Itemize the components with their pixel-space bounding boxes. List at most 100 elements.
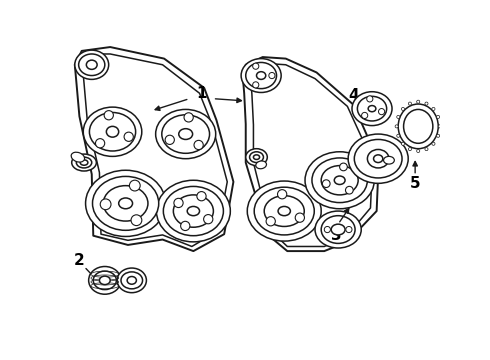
Circle shape bbox=[184, 113, 193, 122]
Circle shape bbox=[253, 82, 259, 88]
Circle shape bbox=[438, 125, 441, 128]
Ellipse shape bbox=[315, 211, 361, 248]
Circle shape bbox=[437, 134, 440, 137]
Ellipse shape bbox=[89, 112, 136, 151]
Ellipse shape bbox=[72, 154, 97, 171]
Ellipse shape bbox=[76, 157, 92, 168]
Circle shape bbox=[346, 226, 352, 233]
Circle shape bbox=[409, 102, 412, 105]
Circle shape bbox=[204, 215, 213, 224]
Circle shape bbox=[432, 107, 435, 111]
Ellipse shape bbox=[357, 96, 387, 121]
Ellipse shape bbox=[173, 195, 214, 227]
Ellipse shape bbox=[78, 54, 105, 76]
Ellipse shape bbox=[331, 224, 345, 235]
Ellipse shape bbox=[89, 266, 121, 294]
Circle shape bbox=[277, 190, 287, 199]
Ellipse shape bbox=[305, 152, 374, 209]
Circle shape bbox=[409, 148, 412, 151]
Circle shape bbox=[165, 135, 174, 144]
Ellipse shape bbox=[83, 107, 142, 156]
Ellipse shape bbox=[241, 59, 281, 93]
Ellipse shape bbox=[246, 62, 276, 89]
Ellipse shape bbox=[354, 139, 402, 178]
Circle shape bbox=[124, 132, 133, 141]
Ellipse shape bbox=[348, 134, 408, 183]
Circle shape bbox=[100, 199, 111, 210]
Circle shape bbox=[397, 134, 400, 137]
Ellipse shape bbox=[373, 155, 383, 163]
Circle shape bbox=[345, 186, 353, 194]
Ellipse shape bbox=[119, 198, 132, 209]
Ellipse shape bbox=[368, 149, 389, 168]
Ellipse shape bbox=[334, 176, 345, 184]
Ellipse shape bbox=[254, 187, 314, 235]
Ellipse shape bbox=[99, 276, 110, 285]
Circle shape bbox=[378, 108, 385, 115]
Text: 5: 5 bbox=[410, 176, 420, 191]
Ellipse shape bbox=[264, 195, 304, 226]
Circle shape bbox=[362, 112, 368, 118]
Circle shape bbox=[397, 116, 400, 118]
Circle shape bbox=[432, 142, 435, 145]
Ellipse shape bbox=[256, 161, 267, 169]
Ellipse shape bbox=[257, 72, 266, 80]
Circle shape bbox=[266, 217, 275, 226]
Ellipse shape bbox=[106, 126, 119, 137]
Text: 1: 1 bbox=[196, 86, 206, 101]
Circle shape bbox=[401, 142, 405, 145]
Circle shape bbox=[416, 149, 420, 153]
Circle shape bbox=[322, 180, 330, 188]
Ellipse shape bbox=[121, 272, 143, 289]
Circle shape bbox=[416, 100, 420, 103]
Text: 2: 2 bbox=[74, 253, 85, 268]
Circle shape bbox=[425, 102, 428, 105]
Ellipse shape bbox=[103, 186, 148, 221]
Ellipse shape bbox=[312, 158, 368, 203]
Circle shape bbox=[96, 139, 105, 148]
Ellipse shape bbox=[352, 92, 392, 126]
Ellipse shape bbox=[117, 268, 147, 293]
Circle shape bbox=[425, 148, 428, 151]
Ellipse shape bbox=[384, 156, 394, 164]
Ellipse shape bbox=[247, 181, 321, 241]
Ellipse shape bbox=[71, 152, 85, 162]
Circle shape bbox=[174, 198, 183, 208]
Ellipse shape bbox=[404, 109, 433, 143]
Circle shape bbox=[194, 140, 203, 150]
Ellipse shape bbox=[321, 216, 355, 243]
Ellipse shape bbox=[162, 115, 210, 153]
Ellipse shape bbox=[368, 105, 376, 112]
Ellipse shape bbox=[156, 109, 216, 159]
Ellipse shape bbox=[75, 50, 109, 80]
Circle shape bbox=[269, 72, 275, 78]
Ellipse shape bbox=[245, 149, 268, 166]
Ellipse shape bbox=[321, 166, 358, 195]
Ellipse shape bbox=[93, 271, 117, 289]
Text: 3: 3 bbox=[331, 228, 341, 243]
Ellipse shape bbox=[253, 155, 260, 159]
Circle shape bbox=[437, 116, 440, 118]
Ellipse shape bbox=[86, 60, 97, 69]
Circle shape bbox=[253, 63, 259, 69]
Ellipse shape bbox=[93, 176, 159, 230]
Circle shape bbox=[197, 192, 206, 201]
Circle shape bbox=[367, 96, 373, 102]
Ellipse shape bbox=[86, 170, 166, 237]
Ellipse shape bbox=[249, 152, 264, 163]
Text: 4: 4 bbox=[348, 88, 359, 103]
Ellipse shape bbox=[179, 129, 193, 139]
Circle shape bbox=[295, 213, 304, 222]
Circle shape bbox=[131, 215, 142, 226]
Ellipse shape bbox=[127, 276, 136, 284]
Circle shape bbox=[324, 226, 330, 233]
Ellipse shape bbox=[156, 180, 230, 242]
Circle shape bbox=[340, 163, 347, 171]
Circle shape bbox=[104, 111, 113, 120]
Circle shape bbox=[181, 221, 190, 230]
Circle shape bbox=[401, 107, 405, 111]
Ellipse shape bbox=[187, 206, 199, 216]
Ellipse shape bbox=[398, 104, 438, 149]
Ellipse shape bbox=[163, 186, 223, 236]
Circle shape bbox=[395, 125, 398, 128]
